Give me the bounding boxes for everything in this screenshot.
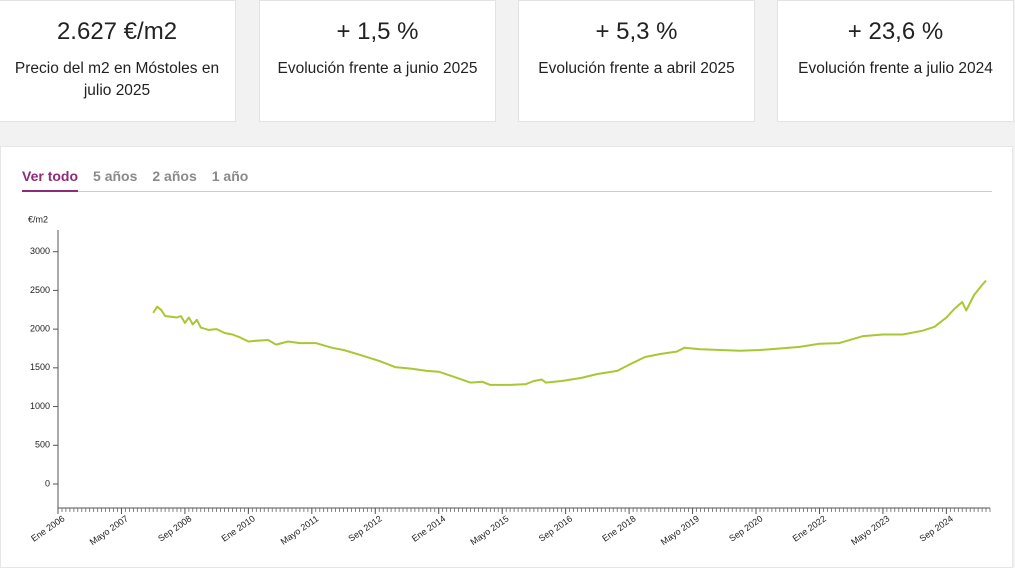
x-tick-label: Sep 2024 [918,513,955,543]
y-axis-label: €/m2 [28,214,48,224]
stat-card: + 1,5 % Evolución frente a junio 2025 [259,0,496,122]
stat-card: 2.627 €/m2 Precio del m2 en Móstoles en j… [0,0,236,122]
x-tick-label: Mayo 2007 [88,513,130,547]
stat-value: 2.627 €/m2 [56,18,178,45]
tab[interactable]: 5 años [93,168,138,184]
x-tick-label: Sep 2016 [537,513,574,543]
x-tick-label: Sep 2012 [346,513,383,543]
y-tick-label: 1000 [30,401,50,411]
x-tick-label: Mayo 2011 [279,513,321,546]
stat-label: Precio del m2 en Móstoles en julio 2025 [14,60,220,99]
stat-card: + 5,3 % Evolución frente a abril 2025 [518,0,755,122]
y-tick-label: 1500 [30,362,50,372]
tab[interactable]: Ver todo [22,168,79,192]
tab[interactable]: 1 año [211,168,249,184]
minor-ticks [57,508,991,512]
x-tick-label: Ene 2018 [600,513,637,543]
x-tick-label: Ene 2022 [791,513,828,543]
x-tick-label: Sep 2008 [156,513,193,543]
stat-value: + 1,5 % [336,18,419,45]
y-tick-label: 3000 [30,246,50,256]
y-tick-label: 500 [35,440,50,450]
y-tick-label: 0 [45,478,50,488]
stat-label: Evolución frente a abril 2025 [538,60,735,77]
stat-card: + 23,6 % Evolución frente a julio 2024 [777,0,1014,122]
price-line [152,279,987,386]
chart-panel [0,146,1013,568]
x-tick-label: Mayo 2015 [468,513,510,547]
range-tabs: Ver todo 5 años 2 años 1 año [22,168,992,192]
x-tick-label: Mayo 2023 [849,513,891,547]
y-tick-label: 2500 [30,285,50,295]
stat-value: + 23,6 % [847,18,944,45]
x-tick-label: Ene 2010 [220,513,257,543]
stat-value: + 5,3 % [595,18,678,45]
x-tick-label: Sep 2020 [727,513,764,543]
x-tick-label: Mayo 2019 [659,513,701,547]
stat-label: Evolución frente a junio 2025 [277,60,478,77]
stat-label: Evolución frente a julio 2024 [798,60,993,77]
y-tick-label: 2000 [30,323,50,333]
tab[interactable]: 2 años [152,168,197,184]
x-tick-label: Ene 2006 [29,513,66,543]
x-tick-label: Ene 2014 [410,513,447,543]
